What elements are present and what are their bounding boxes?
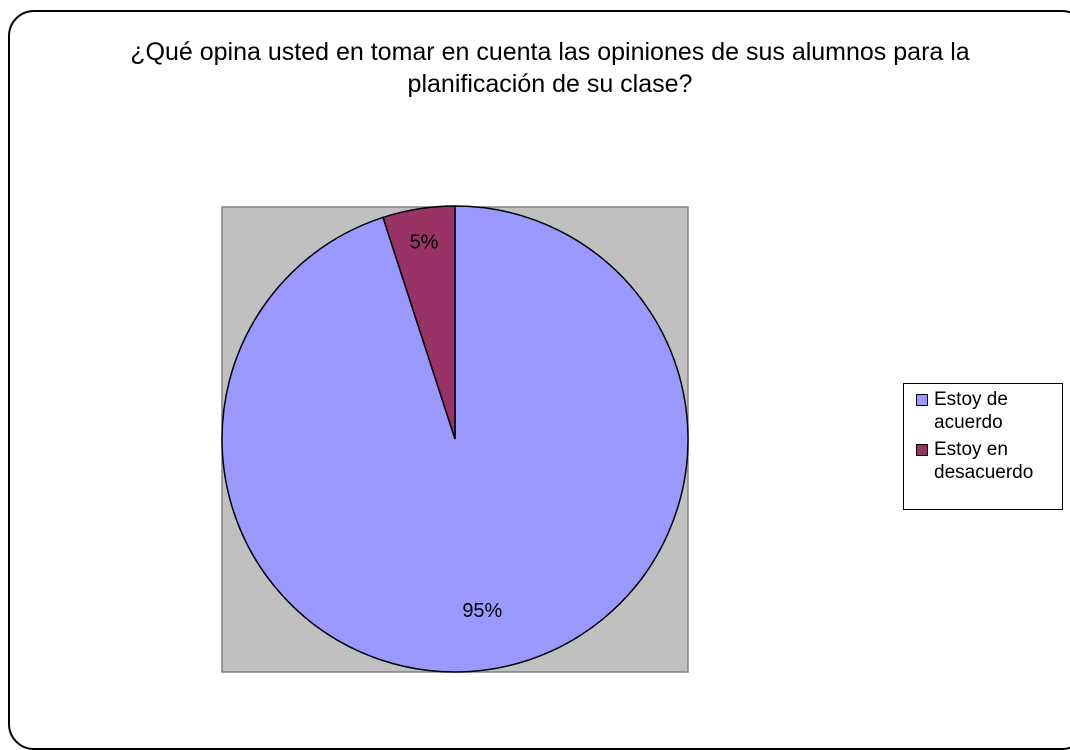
legend-swatch — [916, 444, 928, 456]
legend-label: Estoy en desacuerdo — [934, 439, 1034, 483]
chart-title: ¿Qué opina usted en tomar en cuenta las … — [130, 38, 970, 98]
data-label: 5% — [410, 232, 439, 254]
legend-label: Estoy de acuerdo — [934, 389, 1008, 433]
legend: Estoy de acuerdo Estoy en desacuerdo — [903, 383, 1063, 510]
legend-item: Estoy de acuerdo — [912, 388, 1052, 434]
page: ¿Qué opina usted en tomar en cuenta las … — [8, 10, 1070, 750]
chart: 95% 5% — [221, 205, 689, 673]
data-label: 95% — [462, 600, 502, 622]
legend-swatch — [916, 394, 928, 406]
pie-slice — [382, 205, 456, 440]
legend-item: Estoy en desacuerdo — [912, 438, 1052, 484]
